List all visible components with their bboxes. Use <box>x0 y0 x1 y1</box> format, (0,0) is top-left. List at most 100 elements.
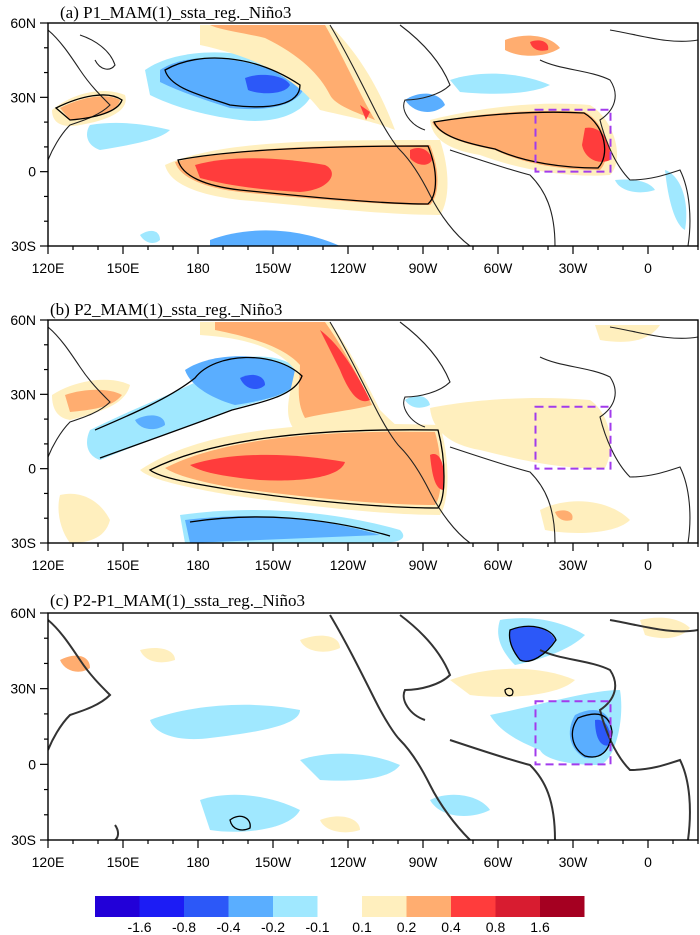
anomaly-region <box>300 635 340 652</box>
coastlines <box>48 24 698 246</box>
y-tick-label: 0 <box>28 164 36 180</box>
x-tick-label: 150E <box>107 854 140 870</box>
anomaly-region <box>405 395 430 408</box>
anomaly-region <box>135 415 165 430</box>
anomaly-region <box>430 454 445 490</box>
x-tick-label: 150E <box>107 557 140 573</box>
panel-a-field <box>48 23 698 246</box>
anomaly-region <box>360 105 370 120</box>
anomaly-region <box>140 230 160 243</box>
x-tick-label: 60W <box>484 557 514 573</box>
x-tick-label: 120E <box>32 557 65 573</box>
colorbar-label: 1.6 <box>530 919 550 935</box>
colorbar-label: 0.1 <box>352 919 372 935</box>
x-tick-label: 120W <box>330 854 367 870</box>
colorbar-label: -0.8 <box>172 919 196 935</box>
y-tick-label: 30S <box>11 535 36 551</box>
x-tick-label: 30W <box>559 557 589 573</box>
colorbar-label: 0.8 <box>486 919 506 935</box>
x-tick-label: 0 <box>644 260 652 276</box>
anomaly-region <box>665 170 687 230</box>
colorbar: -1.6 -0.8 -0.4 -0.2 -0.1 0.1 0.2 0.4 0.8 1.6 <box>95 896 585 935</box>
x-tick-label: 180 <box>186 557 210 573</box>
anomaly-region <box>300 753 400 781</box>
colorbar-swatch <box>95 896 140 917</box>
x-tick-label: 120E <box>32 260 65 276</box>
colorbar-swatch <box>406 896 451 917</box>
anomaly-region <box>200 794 300 832</box>
anomaly-region <box>450 668 575 697</box>
anomaly-region <box>640 617 690 639</box>
x-tick-label: 150W <box>255 260 292 276</box>
anomaly-region <box>320 816 360 833</box>
anomaly-region <box>150 704 300 740</box>
anomaly-region <box>530 40 549 51</box>
y-tick-label: 30N <box>10 89 36 105</box>
x-tick-label: 150W <box>255 557 292 573</box>
x-tick-label: 30W <box>559 260 589 276</box>
anomaly-region <box>140 648 175 663</box>
colorbar-swatch <box>273 896 318 917</box>
anomaly-region <box>210 25 375 120</box>
x-tick-label: 120W <box>330 260 367 276</box>
colorbar-swatch <box>139 896 184 917</box>
anomaly-region <box>450 73 550 94</box>
colorbar-swatch <box>540 896 585 917</box>
panel-c: (c) P2-P1_MAM(1)_ssta_reg._Niño3 <box>10 591 699 870</box>
y-tick-label: 0 <box>28 461 36 477</box>
x-tick-label: 120W <box>330 557 367 573</box>
anomaly-region <box>87 122 170 150</box>
panel-b-highlight-box <box>534 405 612 470</box>
colorbar-label: -0.4 <box>216 919 240 935</box>
y-tick-label: 30N <box>10 386 36 402</box>
contour-lines <box>54 57 606 205</box>
y-tick-label: 60N <box>10 312 36 328</box>
panel-a-x-axis: 120E 150E 180 150W 120W 90W 60W 30W 0 60N 30N 0 30S <box>10 15 699 276</box>
x-tick-label: 60W <box>484 260 514 276</box>
colorbar-swatch <box>228 896 273 917</box>
anomaly-region <box>190 454 345 481</box>
anomaly-region <box>595 325 660 342</box>
x-tick-label: 180 <box>186 260 210 276</box>
x-tick-label: 150E <box>107 260 140 276</box>
y-tick-label: 60N <box>10 605 36 621</box>
anomaly-region <box>60 655 90 672</box>
anomaly-region <box>405 93 445 112</box>
anomaly-region <box>432 110 607 170</box>
panel-b-field <box>48 320 698 543</box>
x-tick-label: 0 <box>644 557 652 573</box>
panel-c-highlight-box <box>534 700 612 766</box>
panel-a-highlight-box <box>534 108 612 173</box>
x-tick-label: 150W <box>255 854 292 870</box>
anomaly-region <box>555 510 573 521</box>
anomaly-region <box>430 397 611 469</box>
y-tick-label: 30N <box>10 681 36 697</box>
panel-b: (b) P2_MAM(1)_ssta_reg._Niño3 <box>10 300 699 573</box>
contour-lines <box>94 356 445 537</box>
x-tick-label: 90W <box>409 260 439 276</box>
x-tick-label: 90W <box>409 854 439 870</box>
panel-c-title: (c) P2-P1_MAM(1)_ssta_reg._Niño3 <box>50 591 305 610</box>
colorbar-label: -0.1 <box>305 919 329 935</box>
anomaly-region <box>185 516 380 543</box>
x-tick-label: 60W <box>484 854 514 870</box>
anomaly-region <box>320 330 370 402</box>
anomaly-region <box>240 374 265 390</box>
anomaly-region <box>595 719 611 746</box>
colorbar-swatch <box>451 896 496 917</box>
contour-lines <box>229 625 613 831</box>
x-tick-label: 30W <box>559 854 589 870</box>
anomaly-region <box>615 179 655 193</box>
panel-a-title: (a) P1_MAM(1)_ssta_reg._Niño3 <box>60 3 291 22</box>
colorbar-label: -1.6 <box>127 919 151 935</box>
anomaly-region <box>160 58 305 110</box>
anomaly-region <box>540 501 630 533</box>
anomaly-region <box>65 389 122 412</box>
colorbar-label: 0.4 <box>441 919 461 935</box>
panel-c-field <box>48 613 698 840</box>
panel-a: (a) P1_MAM(1)_ssta_reg._Niño3 <box>10 3 699 276</box>
x-tick-label: 0 <box>644 854 652 870</box>
colorbar-label: 0.2 <box>397 919 417 935</box>
y-tick-label: 30S <box>11 832 36 848</box>
